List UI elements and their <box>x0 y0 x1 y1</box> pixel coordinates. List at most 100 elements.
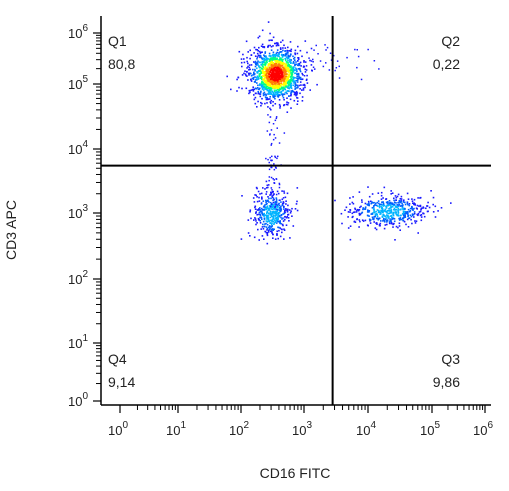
event-dot <box>324 44 326 46</box>
event-dot <box>398 217 400 220</box>
event-dot <box>294 85 296 88</box>
event-dot <box>290 76 292 78</box>
event-dot <box>280 68 282 71</box>
event-dot <box>359 206 361 209</box>
event-dot <box>290 48 293 51</box>
event-dot <box>250 54 253 56</box>
event-dot <box>264 71 267 73</box>
event-dot <box>274 203 276 205</box>
event-dot <box>386 201 389 203</box>
event-dot <box>253 219 255 221</box>
event-dot <box>434 216 437 218</box>
event-dot <box>263 72 265 75</box>
event-dot <box>266 87 268 89</box>
event-dot <box>263 54 265 56</box>
event-dot <box>257 84 259 87</box>
event-dot <box>290 53 292 56</box>
event-dot <box>285 84 287 87</box>
y-tick-label-base: 10 <box>68 77 82 92</box>
event-dot <box>283 62 286 65</box>
event-dot <box>278 103 281 106</box>
event-dot <box>279 60 281 63</box>
event-dot <box>281 80 283 82</box>
event-dot <box>371 216 374 219</box>
event-dot <box>252 90 255 92</box>
event-dot <box>287 208 289 211</box>
event-dot <box>273 219 276 221</box>
event-dot <box>392 211 395 214</box>
event-dot <box>393 220 396 223</box>
event-dot <box>283 132 286 134</box>
event-dot <box>264 74 266 77</box>
event-dot <box>364 206 367 208</box>
event-dot <box>261 212 263 215</box>
event-dot <box>259 207 261 209</box>
event-dot <box>264 84 267 86</box>
event-dot <box>271 68 273 70</box>
event-dot <box>358 226 360 228</box>
event-dot <box>267 64 270 66</box>
event-dot <box>294 64 296 67</box>
event-dot <box>272 86 274 88</box>
event-dot <box>249 57 251 60</box>
event-dot <box>268 209 270 211</box>
event-dot <box>258 73 261 75</box>
event-dot <box>319 60 322 62</box>
event-dot <box>285 80 287 82</box>
event-dot <box>273 78 276 80</box>
event-dot <box>273 228 275 231</box>
event-dot <box>374 204 376 206</box>
event-dot <box>258 54 260 57</box>
event-dot <box>408 203 411 205</box>
event-dot <box>283 104 286 106</box>
event-dot <box>275 87 277 89</box>
event-dot <box>398 201 401 203</box>
event-dot <box>265 82 268 85</box>
event-dot <box>273 64 275 67</box>
event-dot <box>262 86 264 89</box>
event-dot <box>253 98 256 101</box>
event-dot <box>272 178 274 180</box>
event-dot <box>280 82 283 84</box>
event-dot <box>280 64 283 67</box>
event-dot <box>261 29 264 32</box>
event-dot <box>273 65 276 67</box>
event-dot <box>265 206 267 209</box>
event-dot <box>247 72 250 75</box>
event-dot <box>245 40 248 43</box>
event-dot <box>372 206 375 208</box>
event-dot <box>253 88 255 91</box>
event-dot <box>269 54 271 57</box>
event-dot <box>312 66 315 68</box>
event-dot <box>303 61 305 63</box>
event-dot <box>272 36 275 39</box>
event-dot <box>430 190 432 192</box>
event-dot <box>381 207 384 210</box>
event-dot <box>283 74 286 76</box>
event-dot <box>260 192 263 195</box>
event-dot <box>279 107 281 109</box>
event-dot <box>261 235 264 237</box>
event-dot <box>258 200 261 202</box>
event-dot <box>266 130 269 132</box>
event-dot <box>271 64 274 67</box>
event-dot <box>254 76 256 78</box>
event-dot <box>290 86 292 88</box>
event-dot <box>250 72 252 75</box>
event-dot <box>294 92 297 94</box>
event-dot <box>265 222 267 225</box>
event-dot <box>382 213 384 216</box>
event-dot <box>266 98 268 100</box>
event-dot <box>406 212 409 215</box>
event-dot <box>272 85 274 87</box>
event-dot <box>291 207 293 210</box>
event-dot <box>322 65 325 68</box>
event-dot <box>285 64 287 66</box>
event-dot <box>296 87 298 89</box>
event-dot <box>272 74 274 76</box>
event-dot <box>258 196 260 199</box>
x-tick-label-base: 10 <box>292 423 306 438</box>
event-dot <box>263 215 265 217</box>
